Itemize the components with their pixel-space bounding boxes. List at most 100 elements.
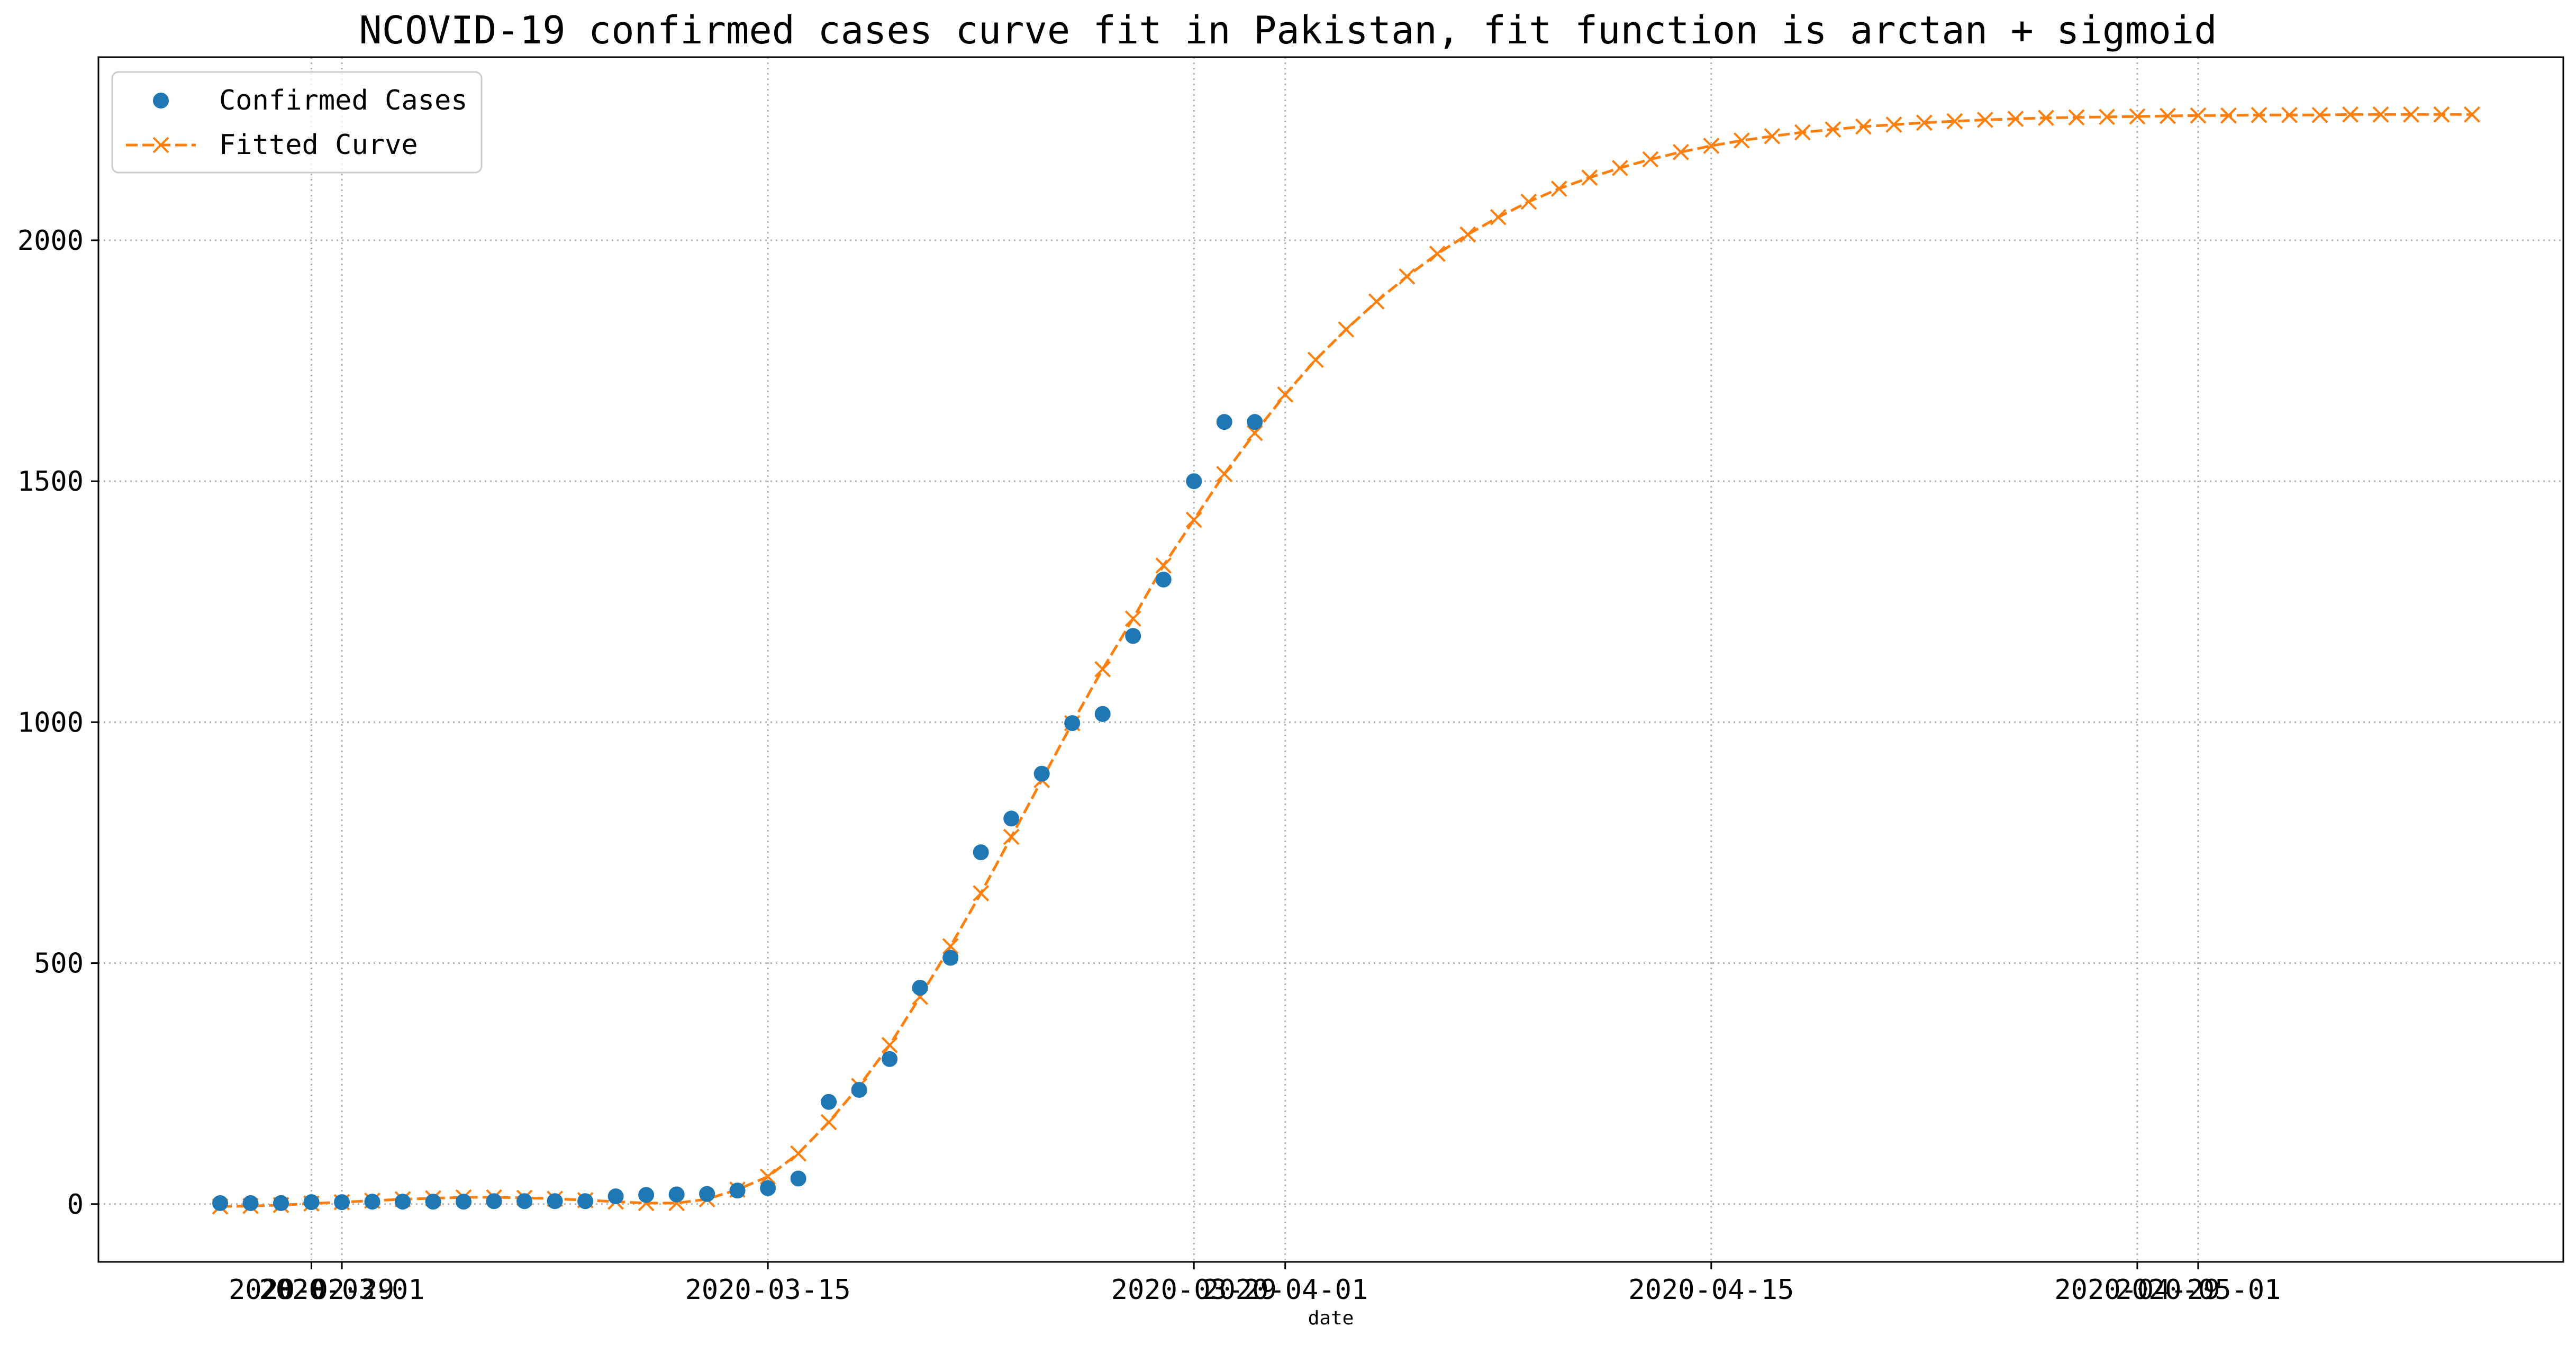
fitted-curve-point (1642, 151, 1659, 168)
confirmed-cases-point (1247, 414, 1263, 430)
fitted-curve-point (1185, 511, 1202, 528)
fitted-curve-point (759, 1168, 776, 1185)
confirmed-cases-point (729, 1182, 746, 1199)
y-tick-label: 500 (34, 948, 84, 980)
fitted-curve-point (1946, 113, 1963, 130)
y-tick-label: 1500 (17, 466, 84, 498)
legend-confirmed-marker (153, 93, 169, 109)
fitted-curve-point (1094, 661, 1111, 678)
y-tick-label: 0 (67, 1189, 84, 1221)
fitted-curve-point (1672, 143, 1689, 160)
fitted-curve-point (1124, 610, 1141, 627)
fitted-curve-point (881, 1036, 898, 1053)
confirmed-cases-point (699, 1186, 715, 1202)
confirmed-cases-point (577, 1193, 594, 1209)
fitted-curve-point (1976, 111, 1993, 128)
fitted-curve-point (790, 1145, 807, 1162)
x-tick-label: 2020-04-01 (1202, 1274, 1368, 1306)
chart-title: NCOVID-19 confirmed cases curve fit in P… (359, 8, 2217, 52)
fitted-curve-point (1611, 159, 1628, 176)
fitted-curve-point (1916, 114, 1933, 131)
fitted-curve-point (1338, 321, 1355, 338)
confirmed-cases-point (212, 1195, 229, 1211)
fitted-curve-point (2311, 106, 2328, 123)
confirmed-cases-point (1186, 473, 1202, 490)
fitted-curve-point (1550, 180, 1567, 197)
confirmed-cases-point (1003, 810, 1020, 827)
confirmed-cases-point (395, 1194, 411, 1210)
confirmed-cases-point (1125, 628, 1141, 644)
fitted-curve-point (1520, 193, 1537, 210)
confirmed-cases-point (425, 1194, 441, 1210)
confirmed-cases-point (790, 1170, 806, 1187)
confirmed-cases-point (1216, 414, 1232, 430)
fitted-curve-point (1825, 121, 1842, 138)
legend: Confirmed Cases Fitted Curve (111, 71, 483, 174)
fitted-curve-point (973, 885, 990, 901)
fitted-curve-point (2098, 109, 2115, 125)
fitted-curve-point (820, 1114, 837, 1131)
confirmed-cases-point (1094, 706, 1111, 722)
fitted-curve-point (2007, 111, 2024, 127)
fitted-curve-point (1307, 351, 1324, 368)
grid (98, 57, 2563, 1262)
confirmed-cases-point (1064, 715, 1081, 732)
fitted-curve-point (1368, 293, 1385, 310)
legend-fit-label: Fitted Curve (219, 129, 418, 161)
fitted-curve-point (1885, 116, 1902, 133)
fitted-curve-point (2251, 106, 2267, 123)
confirmed-cases-point (364, 1194, 380, 1210)
fitted-curve-point (2403, 106, 2419, 123)
x-tick-label: 2020-04-29 (2054, 1274, 2220, 1306)
confirmed-cases-point (973, 844, 989, 861)
fitted-curve-point (2372, 106, 2389, 123)
x-tick-label: 2020-02-29 (229, 1274, 394, 1306)
axes-frame (97, 56, 2564, 1263)
confirmed-cases-point (516, 1193, 533, 1209)
confirmed-cases-point (242, 1195, 259, 1211)
confirmed-cases-point (638, 1187, 655, 1203)
legend-fit-marker (152, 137, 169, 154)
fitted-curve-point (1399, 268, 1416, 285)
fitted-curve-point (2160, 107, 2176, 124)
fitted-curve-point (1855, 118, 1872, 135)
x-tick-label: 2020-03-01 (259, 1274, 425, 1306)
confirmed-cases-point (1033, 765, 1050, 782)
fitted-curve-point (2433, 106, 2450, 123)
confirmed-cases-point (303, 1194, 320, 1211)
confirmed-cases-point (273, 1195, 289, 1211)
confirmed-cases-series (212, 414, 1263, 1211)
fitted-curve-point (1490, 209, 1507, 225)
fitted-curve-point (2129, 108, 2146, 125)
fitted-curve-point (2220, 107, 2237, 124)
fitted-curve-point (1277, 386, 1294, 403)
fitted-curve-point (1429, 246, 1446, 262)
confirmed-cases-point (456, 1194, 472, 1210)
fitted-curve-point (1003, 828, 1020, 845)
fitted-curve-point (2281, 106, 2298, 123)
fitted-curve-point (2037, 110, 2054, 127)
fitted-curve-point (2068, 109, 2085, 126)
confirmed-cases-point (668, 1186, 685, 1203)
fitted-curve-point (1703, 138, 1720, 154)
x-axis-label: date (1308, 1307, 1354, 1329)
fitted-curve-point (1216, 466, 1233, 482)
fitted-curve-point (2190, 107, 2207, 124)
fitted-curve-point (1581, 169, 1598, 186)
confirmed-cases-point (486, 1193, 502, 1209)
x-tick-label: 2020-04-15 (1628, 1274, 1794, 1306)
fitted-curve-point (1459, 226, 1476, 243)
confirmed-cases-point (942, 950, 959, 966)
confirmed-cases-point (760, 1180, 776, 1196)
confirmed-cases-point (607, 1188, 624, 1205)
fitted-curve-point (2464, 106, 2480, 123)
legend-box (111, 71, 483, 174)
fitted-curve-point (1155, 557, 1172, 574)
y-axis-ticks: 0 500 1000 1500 2000 (17, 225, 98, 1221)
fitted-curve-series (212, 106, 2480, 1215)
confirmed-cases-point (912, 979, 928, 996)
fitted-curve-point (2342, 106, 2359, 123)
x-tick-label: 2020-03-15 (685, 1274, 851, 1306)
